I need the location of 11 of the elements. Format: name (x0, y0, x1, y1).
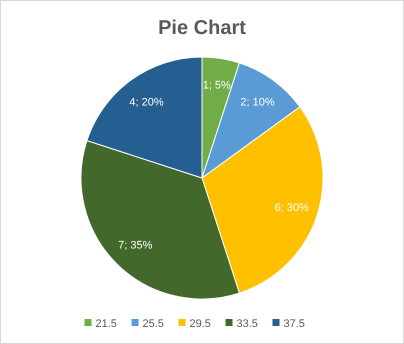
data-label: 7; 35% (118, 240, 153, 252)
data-label: 2; 10% (240, 96, 275, 108)
legend-label: 33.5 (236, 318, 258, 330)
data-label: 6; 30% (274, 202, 310, 214)
legend-label: 29.5 (190, 318, 211, 330)
chart-title: Pie Chart (158, 17, 246, 39)
legend-label: 21.5 (96, 318, 117, 330)
data-label: 1; 5% (202, 80, 232, 92)
data-label: 4; 20% (129, 96, 164, 108)
legend-label: 25.5 (142, 318, 164, 330)
legend-label: 37.5 (284, 318, 305, 330)
